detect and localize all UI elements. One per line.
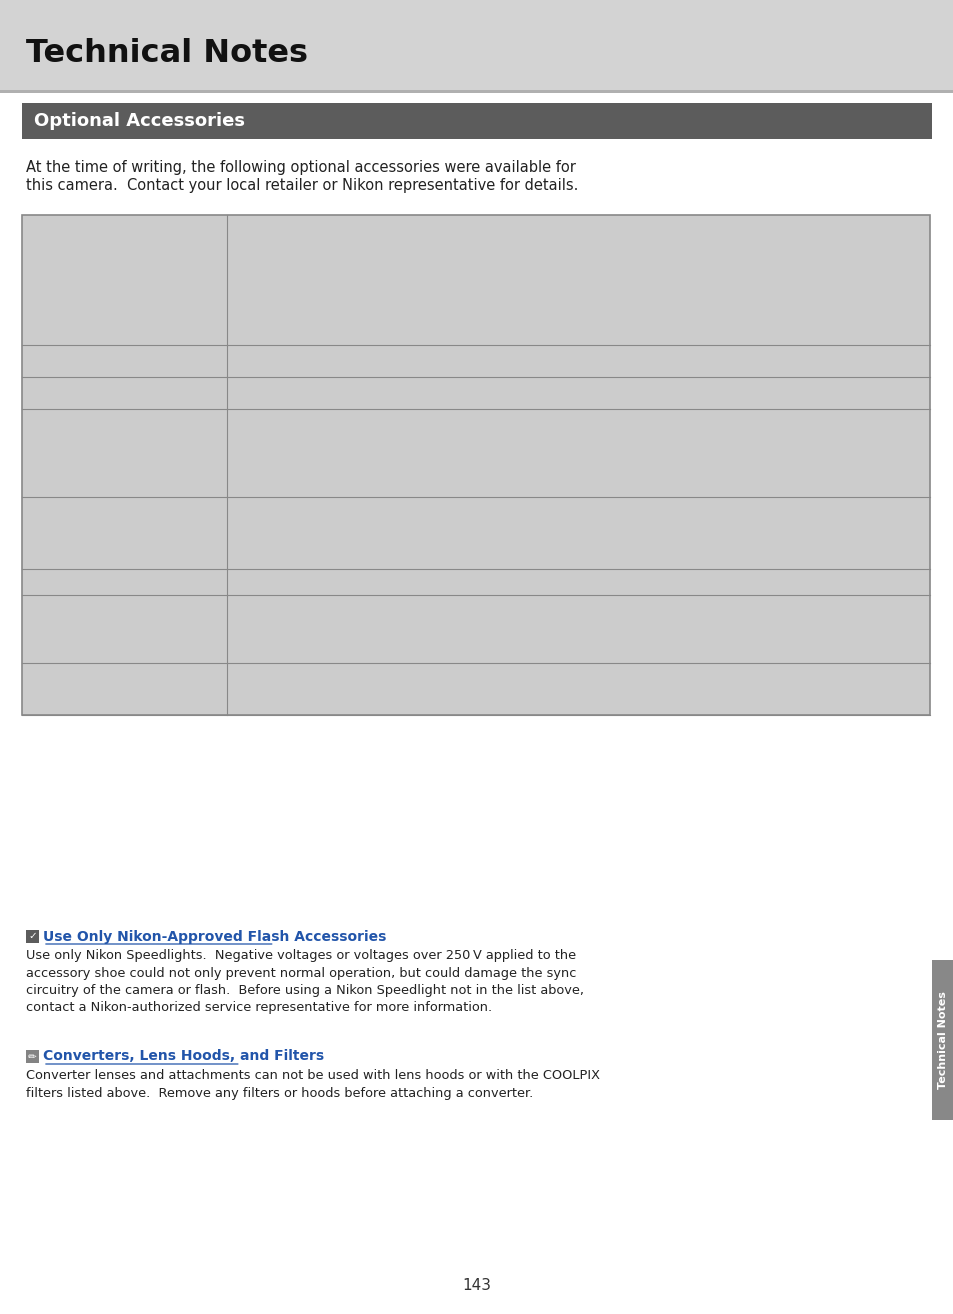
- Text: •Additional  EN-EL7  rechargeable  Li-ion  batteries  are  available: •Additional EN-EL7 rechargeable Li-ion b…: [234, 225, 655, 238]
- Text: At the time of writing, the following optional accessories were available for: At the time of writing, the following op…: [26, 160, 576, 175]
- Bar: [0, 89, 953, 93]
- Text: PC card adapters: PC card adapters: [102, 386, 221, 399]
- Text: •EN-EL7e rechargeable Li-ion batteries (with charge indicators;: •EN-EL7e rechargeable Li-ion batteries (…: [234, 264, 639, 277]
- Bar: [22, 215, 227, 346]
- Bar: [22, 497, 227, 569]
- Text: •TC-E3PF telephoto converter (3×): •TC-E3PF telephoto converter (3×): [234, 474, 457, 487]
- Text: •EH-54 AC adapter: •EH-54 AC adapter: [234, 323, 356, 335]
- Text: not available in some areas): not available in some areas): [234, 284, 424, 297]
- Bar: [227, 664, 929, 715]
- Text: Optional Speedlights
and accessories: Optional Speedlights and accessories: [76, 674, 221, 703]
- Text: •SB-800, SB-600: •SB-800, SB-600: [234, 673, 342, 686]
- Bar: [227, 409, 929, 497]
- Text: Technical Notes: Technical Notes: [937, 991, 947, 1089]
- Bar: [22, 569, 227, 595]
- Bar: [227, 377, 929, 409]
- Bar: [22, 346, 227, 377]
- Bar: [227, 497, 929, 569]
- Text: Converters, Lens Hoods, and Filters: Converters, Lens Hoods, and Filters: [43, 1050, 324, 1063]
- Bar: [22, 102, 931, 139]
- Bar: [26, 930, 39, 943]
- Bar: [22, 409, 227, 497]
- Text: •FC-E9 fisheye converter (0.2×): •FC-E9 fisheye converter (0.2×): [234, 418, 439, 431]
- Bar: [22, 595, 227, 664]
- Bar: [227, 569, 929, 595]
- Text: •WC-E75 wide-angle converter (0.75×): •WC-E75 wide-angle converter (0.75×): [234, 438, 485, 449]
- Text: •UR-E16 lens adapter ring for FC-E9: •UR-E16 lens adapter ring for FC-E9: [234, 547, 465, 560]
- Text: Rechargeable
batteries/
Battery packs/
AC adapters: Rechargeable batteries/ Battery packs/ A…: [121, 250, 221, 310]
- Text: Converter lenses and attachments can not be used with lens hoods or with the COO: Converter lenses and attachments can not…: [26, 1070, 599, 1081]
- Text: this camera.  Contact your local retailer or Nikon representative for details.: this camera. Contact your local retailer…: [26, 177, 578, 193]
- Text: Lens adapter rings: Lens adapter rings: [91, 527, 221, 540]
- Text: •Nikon FF-CP10 NC neutral color (NC) filter: •Nikon FF-CP10 NC neutral color (NC) fil…: [234, 604, 508, 616]
- Text: ✏: ✏: [28, 1051, 37, 1062]
- Text: Use only Nikon Speedlights.  Negative voltages or voltages over 250 V applied to: Use only Nikon Speedlights. Negative vol…: [26, 949, 576, 962]
- Bar: [931, 961, 953, 1120]
- Bar: [22, 377, 227, 409]
- Bar: [22, 664, 227, 715]
- Text: EC-AD1 PC card adapter: EC-AD1 PC card adapter: [234, 386, 390, 399]
- Text: 143: 143: [462, 1277, 491, 1293]
- Text: HN-CP12 lens hood: HN-CP12 lens hood: [234, 576, 357, 589]
- Bar: [227, 215, 929, 346]
- Text: •UR-E14 lens adapter ring for WC-E75: •UR-E14 lens adapter ring for WC-E75: [234, 506, 478, 519]
- Text: Optional Accessories: Optional Accessories: [34, 112, 245, 130]
- Bar: [227, 595, 929, 664]
- Text: Use Only Nikon-Approved Flash Accessories: Use Only Nikon-Approved Flash Accessorie…: [43, 929, 386, 943]
- Text: •TC-E3ED telephoto converter (3×): •TC-E3ED telephoto converter (3×): [234, 456, 460, 469]
- Text: filters listed above.  Remove any filters or hoods before attaching a converter.: filters listed above. Remove any filters…: [26, 1087, 533, 1100]
- Text: •UR-E15 lens adapter ring for TC-E3ED and TC-E3PF: •UR-E15 lens adapter ring for TC-E3ED an…: [234, 527, 566, 540]
- Bar: [26, 1050, 39, 1063]
- Text: COOLPIX filters: COOLPIX filters: [114, 623, 221, 636]
- Text: •Nikon FF-CP10 CPL circular polarizing filter: •Nikon FF-CP10 CPL circular polarizing f…: [234, 623, 514, 636]
- Text: from your retailer or local Nikon representative: from your retailer or local Nikon repres…: [234, 244, 543, 258]
- Text: circuitry of the camera or flash.  Before using a Nikon Speedlight not in the li: circuitry of the camera or flash. Before…: [26, 984, 583, 997]
- Text: Technical Notes: Technical Notes: [26, 38, 308, 70]
- Text: •MB-CP10 battery pack: •MB-CP10 battery pack: [234, 304, 384, 315]
- Bar: [0, 0, 953, 89]
- Bar: [22, 215, 929, 715]
- Text: •SC-29 and SC-28 sync cables for off-camera flash unit: •SC-29 and SC-28 sync cables for off-cam…: [234, 692, 587, 706]
- Bar: [227, 346, 929, 377]
- Text: •Nikon FF-CP10 ND4 neutral density (ND) filter: •Nikon FF-CP10 ND4 neutral density (ND) …: [234, 641, 534, 654]
- Text: Lens hoods: Lens hoods: [143, 576, 221, 589]
- Text: Carrying case: Carrying case: [126, 355, 221, 368]
- Text: CS-CP20 soft case: CS-CP20 soft case: [234, 355, 351, 368]
- Text: Converter lenses
(require lens
adapter ring): Converter lenses (require lens adapter r…: [104, 431, 221, 476]
- Text: contact a Nikon-authorized service representative for more information.: contact a Nikon-authorized service repre…: [26, 1001, 492, 1014]
- Text: ✓: ✓: [28, 932, 37, 942]
- Text: accessory shoe could not only prevent normal operation, but could damage the syn: accessory shoe could not only prevent no…: [26, 967, 576, 979]
